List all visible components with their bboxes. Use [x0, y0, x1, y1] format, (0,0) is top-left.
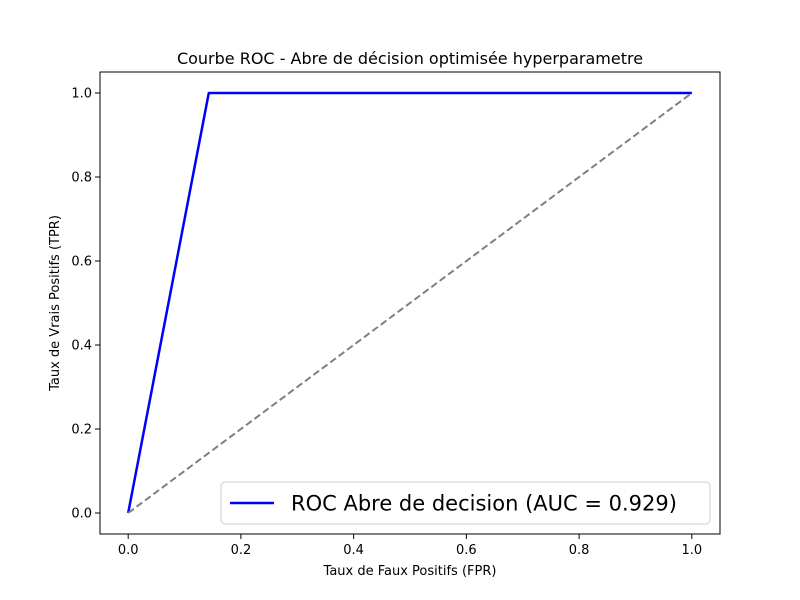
- x-axis-label: Taux de Faux Positifs (FPR): [323, 564, 497, 579]
- x-tick-label: 0.6: [456, 543, 477, 558]
- roc-curve-line: [126, 91, 692, 514]
- y-tick-label: 0.0: [71, 507, 92, 522]
- y-tick-label: 0.4: [71, 339, 92, 354]
- x-tick-label: 0.0: [118, 543, 139, 558]
- legend-entry: ROC Abre de decision (AUC = 0.929): [291, 492, 677, 516]
- x-tick-label: 1.0: [681, 543, 702, 558]
- y-tick-label: 0.6: [71, 255, 92, 270]
- y-axis-label: Taux de Vrais Positifs (TPR): [48, 215, 63, 392]
- random-classifier-line: [127, 92, 693, 514]
- x-tick-label: 0.8: [569, 543, 590, 558]
- y-tick-label: 0.2: [71, 423, 92, 438]
- x-tick-label: 0.2: [231, 543, 252, 558]
- chart-title: Courbe ROC - Abre de décision optimisée …: [177, 49, 643, 68]
- y-tick-label: 0.8: [71, 171, 92, 186]
- legend-box: [220, 481, 711, 525]
- plot-frame: [99, 71, 721, 535]
- plot-area: 0.0 0.2 0.4 0.6 0.8 1.0 0.0 0.2 0.4 0.6 0.8 1.0 ROC …: [71, 71, 721, 558]
- x-tick-label: 0.4: [343, 543, 364, 558]
- y-tick-label: 1.0: [71, 87, 92, 102]
